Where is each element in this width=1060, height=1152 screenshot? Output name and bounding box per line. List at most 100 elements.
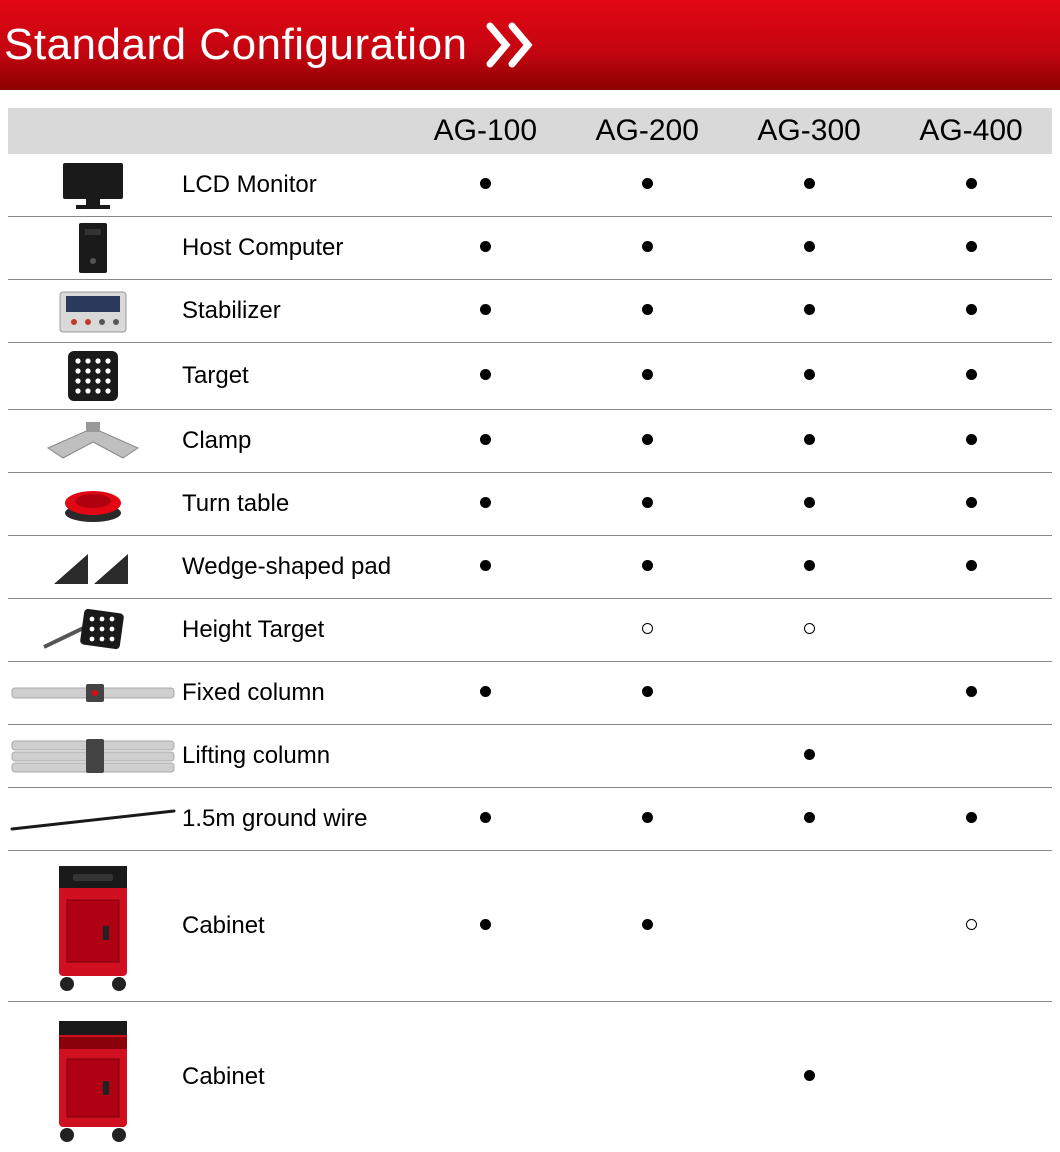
availability-cell [404,599,566,662]
filled-dot-icon [480,241,491,252]
feature-cell: Host Computer [8,217,404,279]
heighttarget-icon [8,603,178,657]
filled-dot-icon [804,497,815,508]
feature-cell: Clamp [8,410,404,472]
filled-dot-icon [642,241,653,252]
filled-dot-icon [804,560,815,571]
table-row: Lifting column [8,725,1052,788]
filled-dot-icon [966,686,977,697]
col-header-ag100: AG-100 [404,108,566,154]
availability-cell [728,280,890,343]
availability-cell [890,662,1052,725]
col-header-ag400: AG-400 [890,108,1052,154]
feature-label: Clamp [178,427,251,455]
feature-cell: Wedge-shaped pad [8,536,404,598]
col-header-ag200: AG-200 [566,108,728,154]
availability-cell [404,473,566,536]
target-icon [8,343,178,409]
filled-dot-icon [480,812,491,823]
availability-cell [404,1002,566,1152]
availability-cell [566,217,728,280]
table-row: 1.5m ground wire [8,788,1052,851]
col-header-ag300: AG-300 [728,108,890,154]
table-row: Host Computer [8,217,1052,280]
feature-cell: Cabinet [8,1002,404,1152]
availability-cell [404,662,566,725]
tower-icon [8,217,178,279]
filled-dot-icon [966,434,977,445]
hollow-dot-icon [642,623,653,634]
feature-label: Stabilizer [178,297,281,325]
page-title: Standard Configuration [4,20,468,70]
filled-dot-icon [966,178,977,189]
availability-cell [728,536,890,599]
filled-dot-icon [642,560,653,571]
availability-cell [728,1002,890,1152]
table-row: Height Target [8,599,1052,662]
feature-label: Fixed column [178,679,325,707]
availability-cell [890,410,1052,473]
wedge-icon [8,540,178,594]
liftcol-icon [8,733,178,779]
filled-dot-icon [966,241,977,252]
table-row: Cabinet [8,851,1052,1002]
availability-cell [890,725,1052,788]
availability-cell [890,536,1052,599]
feature-label: Cabinet [178,912,265,940]
hollow-dot-icon [966,919,977,930]
availability-cell [566,410,728,473]
availability-cell [566,1002,728,1152]
feature-label: Lifting column [178,742,330,770]
table-row: Turn table [8,473,1052,536]
availability-cell [728,154,890,217]
filled-dot-icon [480,919,491,930]
filled-dot-icon [966,560,977,571]
availability-cell [890,599,1052,662]
availability-cell [728,217,890,280]
table-head: AG-100 AG-200 AG-300 AG-400 [8,108,1052,154]
header-bar: Standard Configuration [0,0,1060,90]
availability-cell [890,280,1052,343]
stabilizer-icon [8,282,178,340]
availability-cell [404,217,566,280]
filled-dot-icon [642,304,653,315]
col-header-feature [8,108,404,154]
filled-dot-icon [966,369,977,380]
feature-cell: Height Target [8,599,404,661]
availability-cell [566,788,728,851]
table-row: Stabilizer [8,280,1052,343]
monitor-icon [8,155,178,215]
table-row: LCD Monitor [8,154,1052,217]
availability-cell [728,788,890,851]
availability-cell [566,154,728,217]
table-body: LCD Monitor Host Computer Stabilizer Tar… [8,154,1052,1152]
availability-cell [566,662,728,725]
availability-cell [890,343,1052,410]
chevron-right-icon [486,22,546,68]
filled-dot-icon [642,434,653,445]
config-table: AG-100 AG-200 AG-300 AG-400 LCD Monitor … [8,108,1052,1152]
filled-dot-icon [480,178,491,189]
config-table-wrap: AG-100 AG-200 AG-300 AG-400 LCD Monitor … [0,90,1060,1152]
fixedcol-icon [8,676,178,710]
availability-cell [890,1002,1052,1152]
filled-dot-icon [480,434,491,445]
availability-cell [728,851,890,1002]
feature-label: Turn table [178,490,289,518]
availability-cell [566,725,728,788]
filled-dot-icon [642,497,653,508]
availability-cell [566,851,728,1002]
availability-cell [890,154,1052,217]
feature-cell: Turn table [8,473,404,535]
feature-cell: Stabilizer [8,280,404,342]
filled-dot-icon [804,812,815,823]
filled-dot-icon [480,369,491,380]
availability-cell [728,662,890,725]
filled-dot-icon [480,686,491,697]
feature-label: Target [178,362,249,390]
availability-cell [404,725,566,788]
filled-dot-icon [480,560,491,571]
availability-cell [890,851,1052,1002]
availability-cell [890,473,1052,536]
availability-cell [566,536,728,599]
